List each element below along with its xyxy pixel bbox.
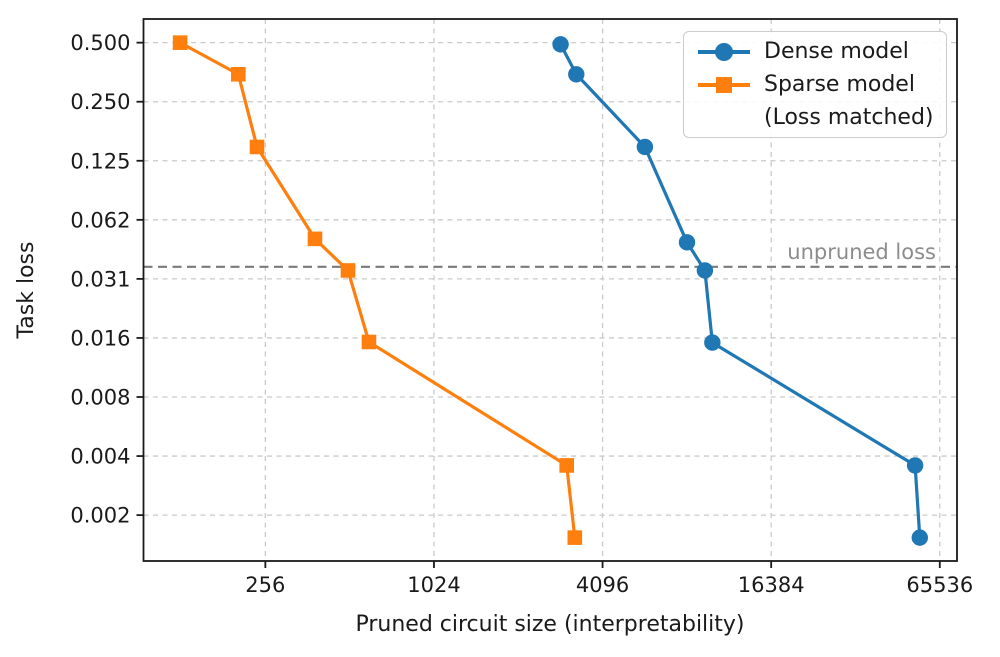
dense-series-line [558,42,922,540]
x-tick-label: 4096 [576,573,629,597]
data-point-square [172,35,188,50]
sparse-series-line [178,41,577,540]
data-point-square [307,231,323,247]
legend-label-sparse: Sparse model [764,72,915,97]
x-tick-label: 65536 [906,573,973,597]
data-point-square [340,263,356,278]
data-point-circle [636,138,654,156]
legend-entry-dense-model: Dense model [698,35,936,68]
data-point-circle [568,66,585,83]
x-tick-label: 1024 [407,573,460,597]
axes-frame [142,18,958,562]
unpruned-loss-annotation: unpruned loss [787,240,936,264]
x-tick-label: 256 [245,573,285,597]
data-point-circle [552,36,569,53]
legend-label-dense: Dense model [764,39,909,64]
legend-entry-sparse-model-line2: (Loss matched) [764,101,936,134]
legend-swatch-sparse [698,74,750,96]
y-tick-label: 0.031 [70,267,130,291]
legend: Dense model Sparse model (Loss matched) [683,31,947,138]
axis-labels-layer: unpruned loss Pruned circuit size (inter… [14,240,936,637]
y-tick-label: 0.002 [70,504,130,528]
series-layer [172,35,928,546]
y-tick-label: 0.250 [70,90,130,114]
legend-swatch-dense [698,41,750,63]
y-axis-label: Task loss [14,242,39,340]
square-marker-icon [716,76,732,93]
data-point-circle [911,529,928,546]
data-point-square [231,66,246,82]
data-point-square [559,458,575,473]
x-tick-label: 16384 [738,573,805,597]
data-point-circle [696,262,714,279]
data-point-circle [678,234,696,251]
legend-entry-sparse-model: Sparse model [698,68,936,101]
legend-label-sparse-line2: (Loss matched) [764,105,934,130]
data-point-circle [704,334,721,351]
circle-marker-icon [715,42,733,61]
y-tick-label: 0.125 [70,149,130,173]
axes-frame-layer: 256 1024 4096 16384 65536 0.500 0.250 0.125 0.06… [70,18,973,597]
data-point-square [361,334,377,350]
data-point-square [249,139,265,155]
y-tick-label: 0.500 [70,31,130,55]
x-axis-label: Pruned circuit size (interpretability) [355,612,744,637]
data-point-square [567,530,583,545]
y-tick-label: 0.062 [70,208,130,232]
data-point-circle [906,457,924,474]
y-tick-label: 0.004 [70,445,130,469]
y-tick-label: 0.016 [70,326,130,350]
y-tick-label: 0.008 [70,386,130,410]
